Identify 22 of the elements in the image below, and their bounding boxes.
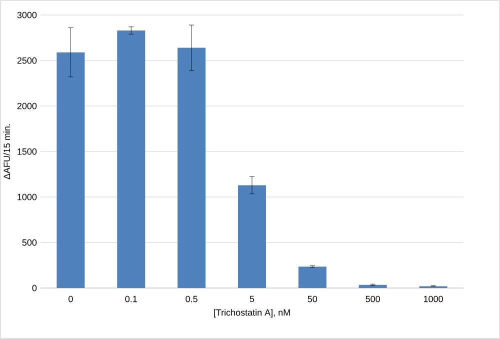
bar — [298, 266, 326, 288]
x-tick-label: 5 — [250, 296, 254, 302]
bar — [238, 185, 266, 288]
x-tick-label: 1000 — [424, 296, 443, 302]
bar — [178, 48, 206, 288]
y-tick-label: 2500 — [17, 57, 37, 64]
bar — [117, 30, 146, 288]
y-tick-label: 2000 — [17, 102, 37, 110]
x-tick-label: 0.5 — [186, 296, 198, 302]
x-tick-label: 50 — [308, 296, 318, 302]
y-axis-title: ΔAFU/15 min. — [3, 124, 10, 180]
y-tick-label: 500 — [22, 239, 37, 246]
bar — [358, 284, 387, 288]
y-tick-label: 0 — [32, 284, 37, 292]
x-axis-title: [Trichostatin A], nM — [214, 309, 290, 318]
x-tick-label: 0 — [68, 296, 73, 302]
y-tick-label: 3000 — [17, 12, 37, 18]
y-tick-label: 1000 — [18, 194, 37, 200]
x-tick-label: 0.1 — [125, 296, 137, 302]
bar — [56, 52, 85, 288]
y-tick-label: 1500 — [18, 148, 37, 155]
x-tick-label: 500 — [366, 296, 380, 302]
